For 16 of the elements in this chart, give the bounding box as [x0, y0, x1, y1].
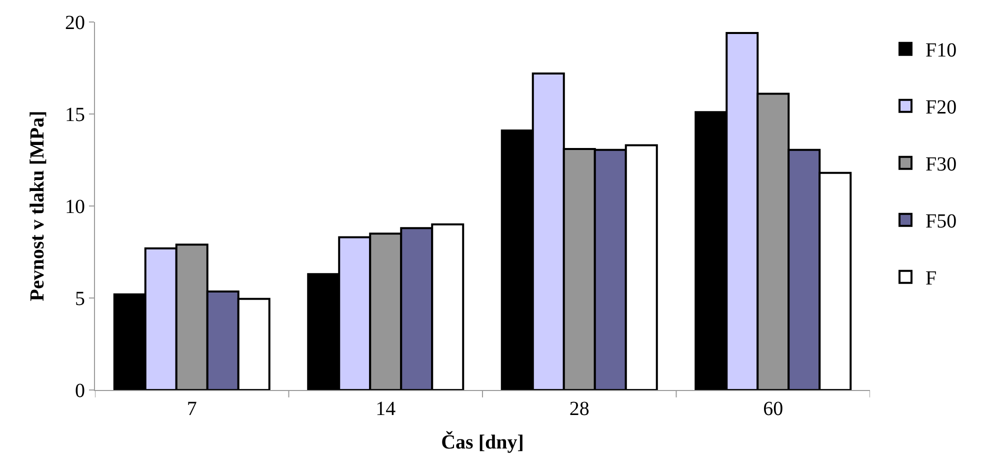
x-tick-label: 28	[569, 398, 590, 420]
x-tick-label: 7	[186, 398, 197, 420]
x-axis-title: Čas [dny]	[441, 430, 524, 454]
legend-label: F10	[926, 40, 957, 62]
y-tick-label: 10	[65, 196, 85, 218]
x-tick-label: 14	[376, 398, 396, 420]
y-tick-label: 15	[65, 104, 85, 126]
legend-label: F	[926, 268, 937, 290]
legend-label: F30	[926, 154, 957, 176]
y-tick-label: 20	[65, 12, 85, 34]
x-tick-label: 60	[763, 398, 784, 420]
y-tick-label: 0	[75, 380, 85, 402]
legend-label: F50	[926, 210, 957, 233]
y-axis-title: Pevnost v tlaku [MPa]	[26, 110, 48, 302]
y-tick-label: 5	[75, 288, 85, 310]
legend-label: F20	[926, 96, 957, 119]
